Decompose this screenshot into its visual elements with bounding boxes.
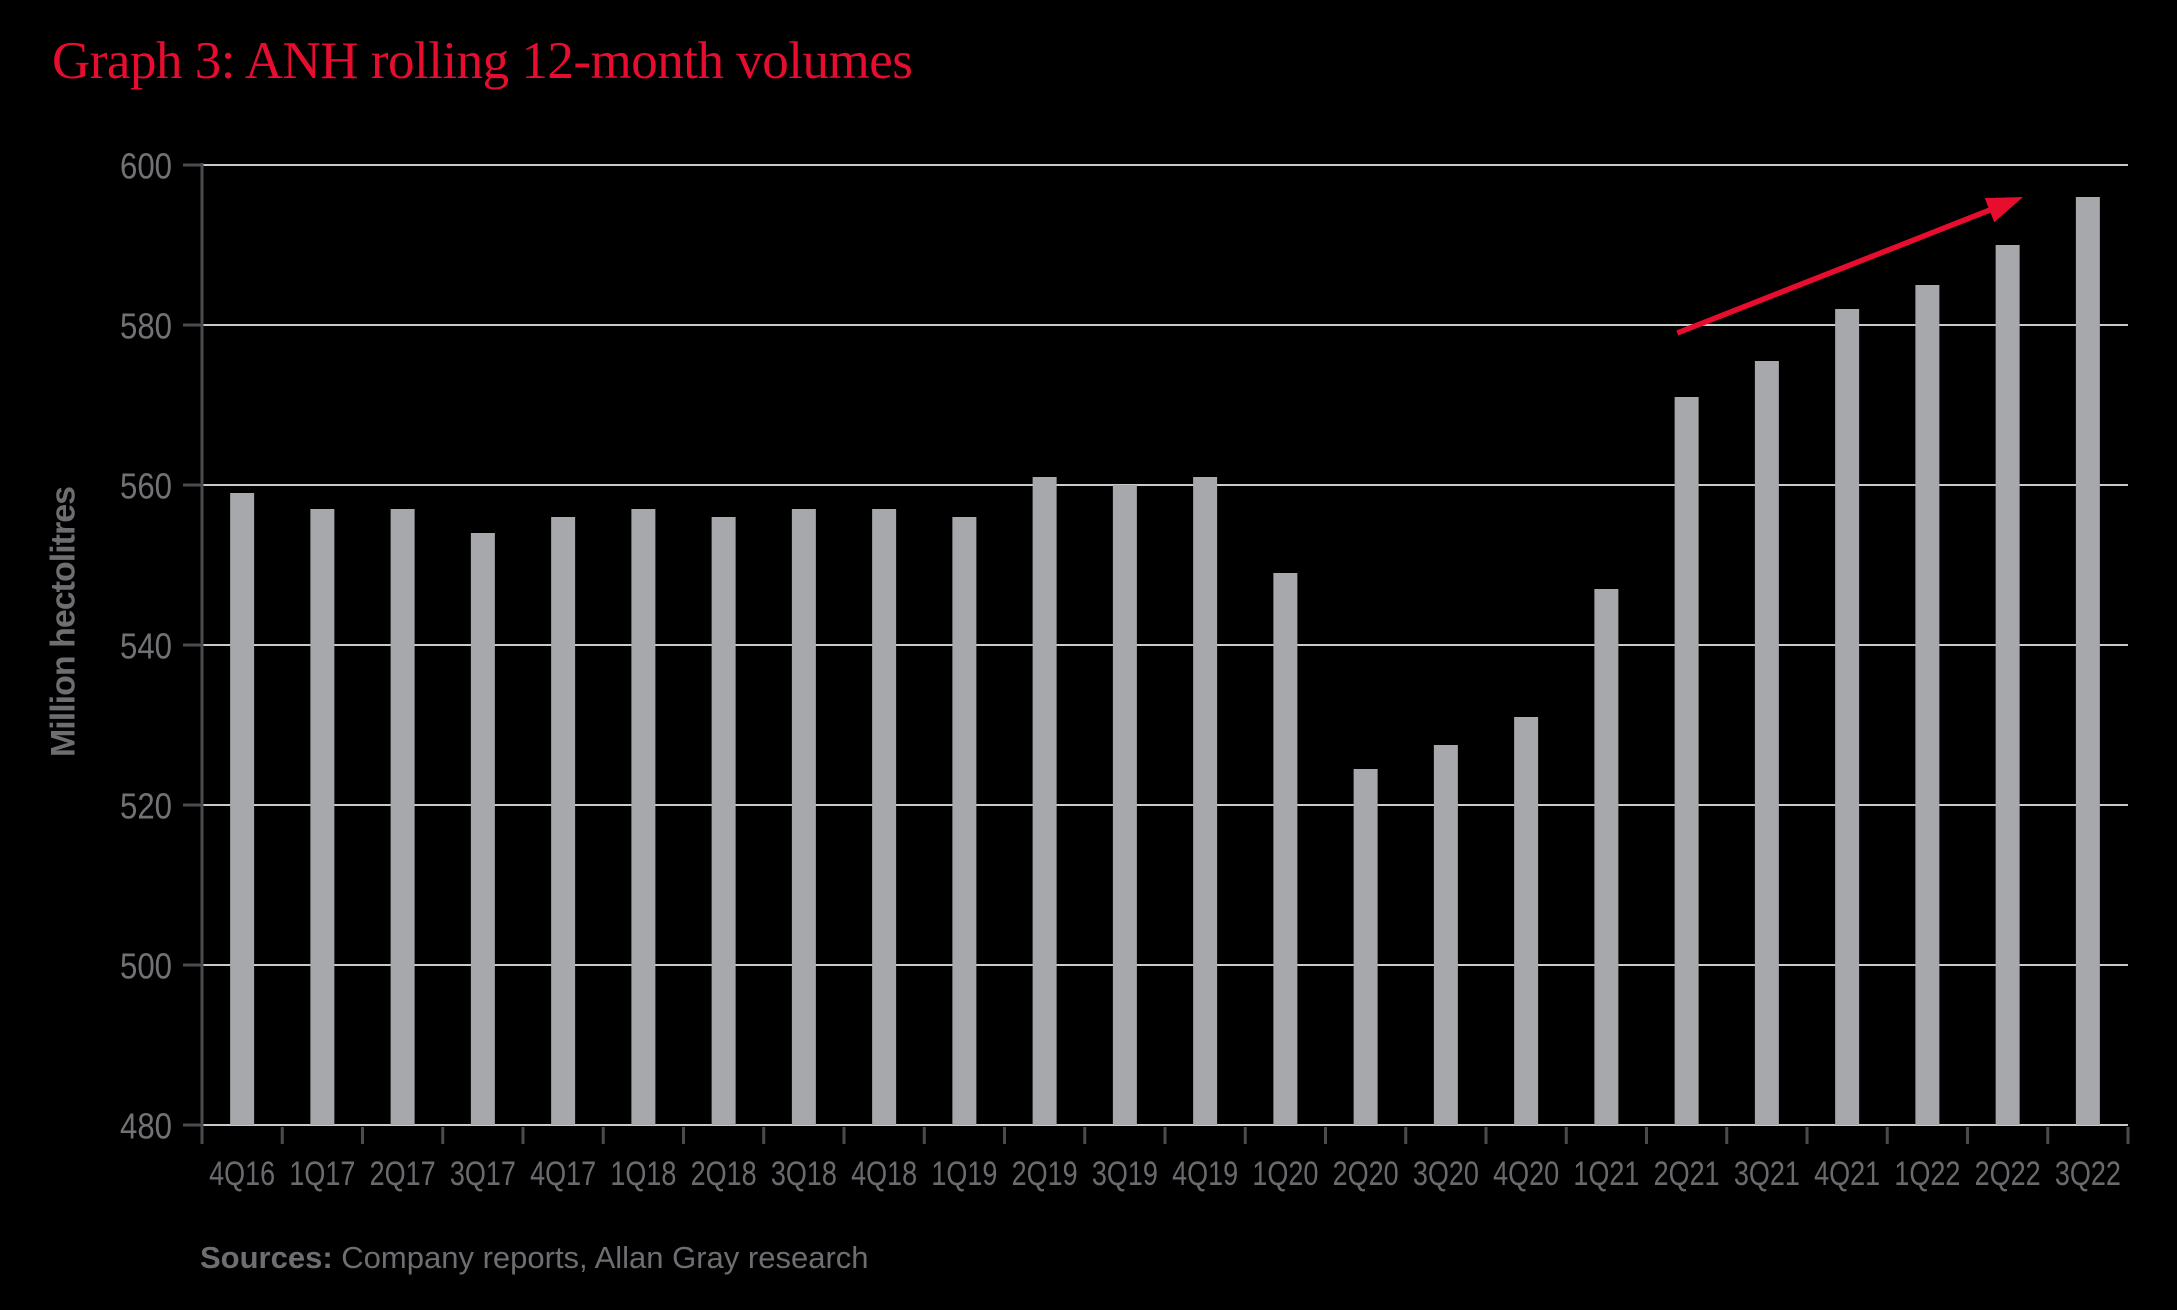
y-tick-label: 480 xyxy=(120,1106,172,1147)
bar-2Q18 xyxy=(711,517,736,1125)
y-tick-label: 580 xyxy=(120,306,172,347)
x-label-4Q21: 4Q21 xyxy=(1814,1155,1880,1193)
x-label-4Q20: 4Q20 xyxy=(1493,1155,1559,1193)
x-label-1Q17: 1Q17 xyxy=(289,1155,355,1193)
bar-4Q19 xyxy=(1193,477,1218,1125)
y-tick-label: 560 xyxy=(120,466,172,507)
bar-4Q18 xyxy=(872,509,897,1125)
bar-2Q22 xyxy=(1995,245,2020,1125)
sources-label: Sources: xyxy=(200,1240,333,1275)
x-label-3Q18: 3Q18 xyxy=(771,1155,837,1193)
x-label-4Q16: 4Q16 xyxy=(209,1155,275,1193)
y-tick-label: 520 xyxy=(120,786,172,827)
x-label-4Q19: 4Q19 xyxy=(1172,1155,1238,1193)
x-label-3Q17: 3Q17 xyxy=(450,1155,516,1193)
y-tick-label: 600 xyxy=(120,146,172,187)
bar-3Q22 xyxy=(2075,197,2100,1125)
bar-2Q17 xyxy=(390,509,415,1125)
bar-2Q20 xyxy=(1353,769,1378,1125)
x-label-1Q19: 1Q19 xyxy=(931,1155,997,1193)
bar-4Q16 xyxy=(230,493,255,1125)
x-label-3Q19: 3Q19 xyxy=(1092,1155,1158,1193)
bar-1Q19 xyxy=(952,517,977,1125)
bar-2Q21 xyxy=(1674,397,1699,1125)
chart-title: Graph 3: ANH rolling 12-month volumes xyxy=(52,32,913,90)
bar-4Q20 xyxy=(1514,717,1539,1125)
x-label-2Q21: 2Q21 xyxy=(1654,1155,1720,1193)
bar-1Q18 xyxy=(631,509,656,1125)
trend-arrow-line xyxy=(1676,206,1994,336)
y-tick-label: 540 xyxy=(120,626,172,667)
x-label-1Q20: 1Q20 xyxy=(1252,1155,1318,1193)
bar-3Q20 xyxy=(1433,745,1458,1125)
x-label-1Q21: 1Q21 xyxy=(1573,1155,1639,1193)
bar-1Q20 xyxy=(1273,573,1298,1125)
bar-3Q17 xyxy=(470,533,495,1125)
bar-2Q19 xyxy=(1032,477,1057,1125)
trend-arrow-head xyxy=(1984,197,2024,223)
bar-4Q21 xyxy=(1835,309,1860,1125)
x-label-2Q22: 2Q22 xyxy=(1975,1155,2041,1193)
x-label-3Q22: 3Q22 xyxy=(2055,1155,2121,1193)
bar-3Q19 xyxy=(1112,485,1137,1125)
x-label-2Q17: 2Q17 xyxy=(370,1155,436,1193)
sources-note: Sources: Company reports, Allan Gray res… xyxy=(200,1240,869,1276)
y-axis-title: Million hectolitres xyxy=(44,486,83,758)
y-tick-label: 500 xyxy=(120,946,172,987)
x-label-1Q22: 1Q22 xyxy=(1894,1155,1960,1193)
x-label-4Q18: 4Q18 xyxy=(851,1155,917,1193)
bar-1Q21 xyxy=(1594,589,1619,1125)
bar-1Q22 xyxy=(1915,285,1940,1125)
x-label-4Q17: 4Q17 xyxy=(530,1155,596,1193)
bar-3Q18 xyxy=(791,509,816,1125)
x-label-3Q20: 3Q20 xyxy=(1413,1155,1479,1193)
x-label-2Q18: 2Q18 xyxy=(691,1155,757,1193)
sources-text: Company reports, Allan Gray research xyxy=(332,1240,869,1275)
x-label-3Q21: 3Q21 xyxy=(1734,1155,1800,1193)
bar-1Q17 xyxy=(310,509,335,1125)
bar-3Q21 xyxy=(1754,361,1779,1125)
x-label-1Q18: 1Q18 xyxy=(610,1155,676,1193)
bar-4Q17 xyxy=(551,517,576,1125)
x-label-2Q19: 2Q19 xyxy=(1012,1155,1078,1193)
x-label-2Q20: 2Q20 xyxy=(1333,1155,1399,1193)
